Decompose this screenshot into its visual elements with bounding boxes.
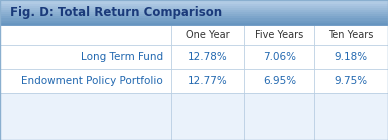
Bar bbox=[0, 10, 388, 12]
Bar bbox=[314, 93, 388, 140]
Text: Ten Years: Ten Years bbox=[329, 30, 374, 40]
Text: Fig. D: Total Return Comparison: Fig. D: Total Return Comparison bbox=[10, 6, 222, 19]
Bar bbox=[171, 93, 244, 140]
Bar bbox=[171, 25, 244, 45]
Bar bbox=[0, 0, 388, 2]
Bar bbox=[0, 2, 388, 4]
Text: 9.18%: 9.18% bbox=[334, 52, 368, 62]
Bar bbox=[244, 45, 314, 69]
Text: Endowment Policy Portfolio: Endowment Policy Portfolio bbox=[21, 76, 163, 86]
Text: 12.78%: 12.78% bbox=[188, 52, 227, 62]
Bar bbox=[244, 69, 314, 93]
Bar bbox=[0, 12, 388, 15]
Text: One Year: One Year bbox=[186, 30, 229, 40]
Bar bbox=[0, 18, 388, 21]
Bar bbox=[314, 69, 388, 93]
Bar bbox=[244, 25, 314, 45]
Bar bbox=[0, 4, 388, 6]
Bar bbox=[0, 93, 171, 140]
Bar bbox=[244, 93, 314, 140]
Bar bbox=[0, 14, 388, 17]
Bar bbox=[171, 45, 244, 69]
Bar bbox=[0, 45, 171, 69]
Text: Long Term Fund: Long Term Fund bbox=[81, 52, 163, 62]
Bar bbox=[0, 23, 388, 25]
Text: 12.77%: 12.77% bbox=[188, 76, 227, 86]
Bar bbox=[0, 6, 388, 8]
Bar bbox=[0, 8, 388, 10]
Bar bbox=[0, 16, 388, 19]
Text: 7.06%: 7.06% bbox=[263, 52, 296, 62]
Text: Five Years: Five Years bbox=[255, 30, 303, 40]
Bar bbox=[0, 25, 171, 45]
Bar bbox=[171, 69, 244, 93]
Text: 6.95%: 6.95% bbox=[263, 76, 296, 86]
Bar bbox=[0, 21, 388, 23]
Bar bbox=[0, 69, 171, 93]
Text: 9.75%: 9.75% bbox=[334, 76, 368, 86]
Bar bbox=[314, 25, 388, 45]
Bar bbox=[314, 45, 388, 69]
